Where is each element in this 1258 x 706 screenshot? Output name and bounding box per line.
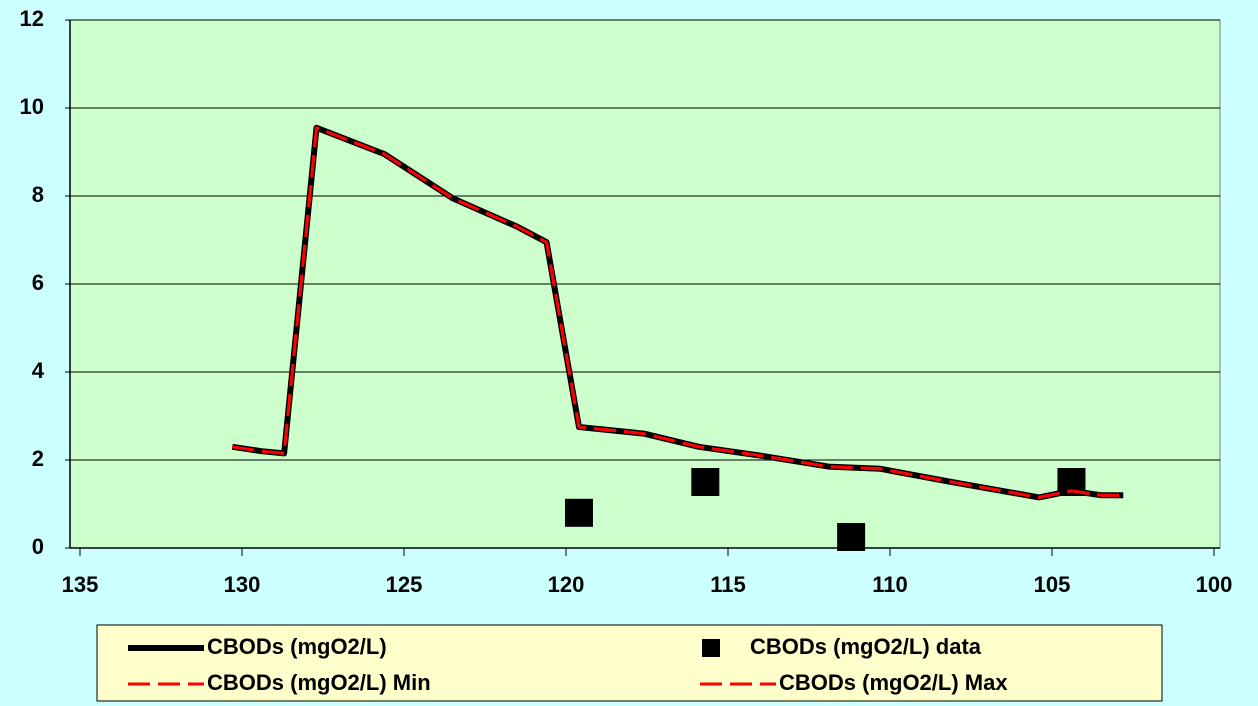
y-tick-label: 4 bbox=[32, 358, 45, 383]
y-tick-label: 6 bbox=[32, 270, 44, 295]
x-tick-label: 120 bbox=[548, 572, 585, 597]
series-line bbox=[232, 126, 1124, 499]
x-tick-label: 130 bbox=[224, 572, 261, 597]
x-tick-label: 110 bbox=[872, 572, 908, 597]
data-point bbox=[837, 523, 866, 551]
x-tick-label: 105 bbox=[1034, 572, 1071, 597]
legend-label: CBODs (mgO2/L) Max bbox=[779, 670, 1008, 695]
legend bbox=[96, 624, 1163, 702]
y-tick-label: 8 bbox=[32, 182, 44, 207]
x-tick-label: 115 bbox=[710, 572, 746, 597]
legend-label: CBODs (mgO2/L) Min bbox=[207, 670, 431, 695]
y-tick-label: 12 bbox=[20, 6, 44, 31]
y-tick-label: 0 bbox=[32, 534, 44, 559]
x-tick-label: 135 bbox=[62, 572, 99, 597]
data-point bbox=[564, 498, 593, 527]
legend-label: CBODs (mgO2/L) bbox=[207, 634, 387, 659]
y-tick-label: 2 bbox=[32, 446, 44, 471]
x-tick-label: 125 bbox=[386, 572, 423, 597]
legend-label: CBODs (mgO2/L) data bbox=[750, 634, 982, 659]
x-tick-label: 100 bbox=[1196, 572, 1233, 597]
data-point bbox=[691, 468, 720, 496]
legend-marker bbox=[702, 639, 720, 657]
y-tick-label: 10 bbox=[20, 94, 44, 119]
